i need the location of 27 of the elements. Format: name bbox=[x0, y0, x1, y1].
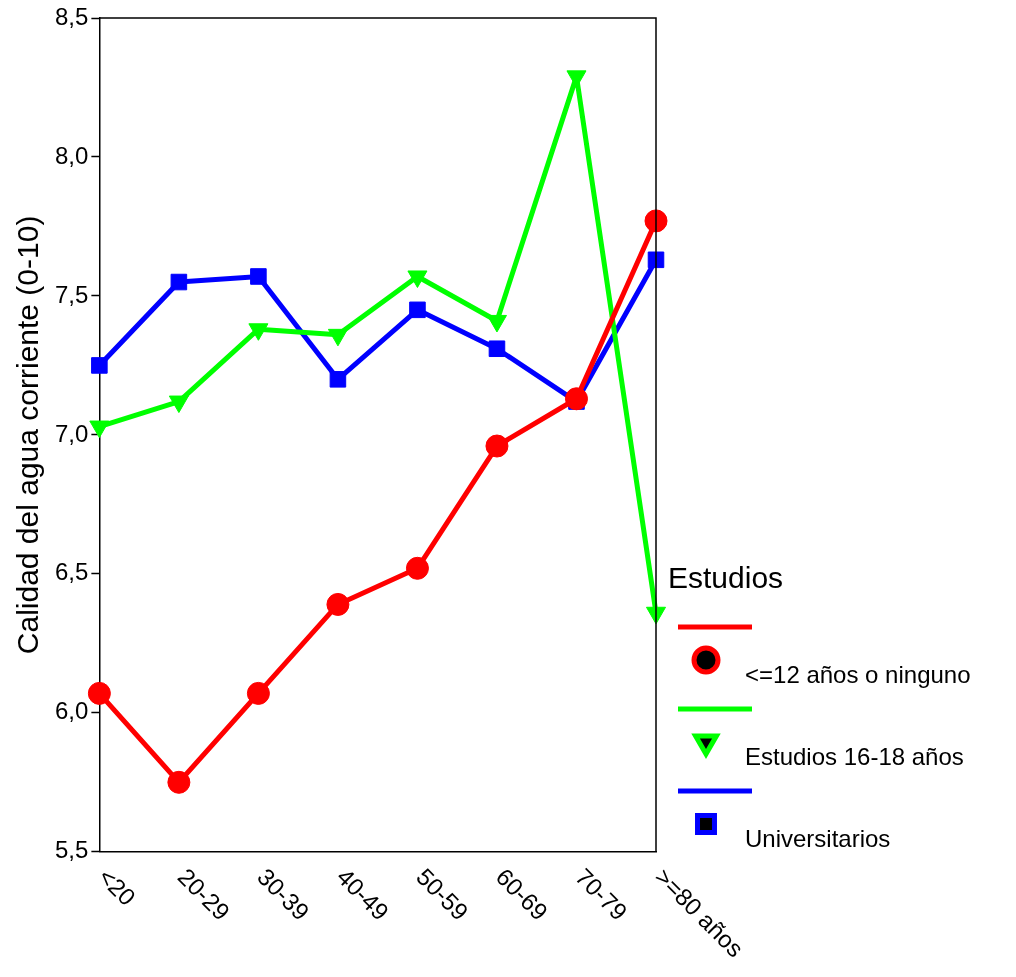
x-tick-label: <20 bbox=[93, 862, 142, 911]
point bbox=[87, 681, 111, 705]
point bbox=[170, 273, 188, 291]
y-tick-label: 6,0 bbox=[54, 697, 89, 725]
y-tick-label: 5,5 bbox=[54, 836, 89, 864]
y-axis-title: Calidad del agua corriente (0-10) bbox=[11, 215, 45, 655]
y-tick-label: 6,5 bbox=[54, 558, 89, 586]
y-tick-label: 8,0 bbox=[54, 141, 89, 169]
y-tick-label: 8,5 bbox=[54, 2, 89, 30]
point bbox=[246, 681, 270, 705]
point bbox=[91, 357, 108, 374]
legend-label: Universitarios bbox=[745, 824, 891, 852]
point bbox=[405, 556, 429, 580]
y-tick-label: 7,5 bbox=[54, 280, 89, 308]
point bbox=[167, 770, 191, 794]
point bbox=[329, 371, 347, 388]
point bbox=[409, 301, 426, 319]
point bbox=[250, 268, 267, 285]
legend-label: Estudios 16-18 años bbox=[745, 742, 964, 770]
point bbox=[644, 209, 668, 233]
legend-label: <=12 años o ninguno bbox=[745, 660, 971, 688]
legend-title: Estudios bbox=[668, 561, 784, 595]
point bbox=[564, 387, 588, 411]
point bbox=[326, 592, 350, 616]
y-tick-label: 7,0 bbox=[54, 419, 89, 447]
point bbox=[488, 340, 506, 358]
point bbox=[485, 434, 509, 458]
